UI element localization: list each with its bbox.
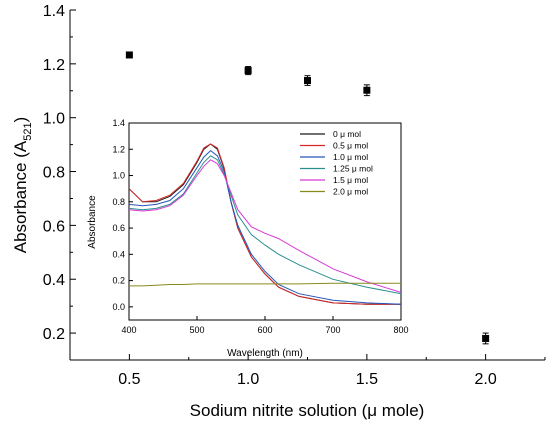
inset-x-tick-label: 700 — [325, 325, 340, 335]
inset-y-tick-label: 0.0 — [112, 302, 125, 312]
inset-x-tick-label: 600 — [257, 325, 272, 335]
inset-y-tick-label: 1.0 — [112, 171, 125, 181]
inset-x-tick-label: 800 — [393, 325, 408, 335]
inset-y-ticks: 0.0 0.2 0.4 0.6 0.8 1.0 1.2 1.4 — [112, 118, 133, 312]
legend-label: 2.0 μ mol — [333, 187, 368, 197]
main-x-axis-label: Sodium nitrite solution (μ mole) — [190, 401, 425, 420]
main-y-tick-label: 0.2 — [43, 326, 65, 343]
inset-y-tick-label: 1.4 — [112, 118, 125, 128]
inset-x-tick-label: 400 — [121, 325, 136, 335]
main-data-point — [244, 67, 252, 75]
main-x-tick-label: 0.5 — [118, 371, 140, 388]
inset-background — [128, 122, 402, 321]
main-y-tick-label: 1.0 — [43, 111, 65, 128]
inset-series-line — [128, 155, 402, 295]
main-data-point — [482, 334, 490, 342]
main-y-tick-label: 1.2 — [43, 57, 65, 74]
inset-series-line — [129, 282, 401, 287]
main-data-point — [125, 51, 133, 59]
legend-label: 1.5 μ mol — [333, 175, 368, 185]
inset-y-tick-label: 0.8 — [112, 197, 125, 207]
main-y-tick-label: 0.8 — [43, 165, 65, 182]
inset-x-ticks: 400 500 600 700 800 — [121, 316, 409, 335]
inset-chart: 0.0 0.2 0.4 0.6 0.8 1.0 1.2 1.4 400 500 600 700 800… — [87, 118, 409, 359]
inset-series-line — [128, 149, 402, 305]
main-data-points — [125, 51, 490, 345]
main-x-tick-label: 2.0 — [475, 371, 497, 388]
inset-y-tick-label: 0.6 — [112, 223, 125, 233]
main-y-tick-label: 0.6 — [43, 218, 65, 235]
main-y-axis-label: Absorbance (A521) — [11, 117, 34, 253]
legend-label: 0.5 μ mol — [333, 141, 368, 151]
legend-label: 0 μ mol — [333, 129, 361, 139]
inset-x-axis-label: Wavelength (nm) — [227, 348, 303, 359]
inset-spectra — [128, 143, 402, 305]
main-y-ticks: 0.2 0.4 0.6 0.8 1.0 1.2 1.4 — [43, 3, 76, 343]
main-data-point — [363, 86, 371, 94]
inset-y-axis-label: Absorbance — [87, 195, 98, 249]
main-data-point — [304, 77, 311, 85]
inset-x-tick-label: 500 — [189, 325, 204, 335]
main-chart: 0.2 0.4 0.6 0.8 1.0 1.2 1.4 0.5 1.0 1.5 2.0 Sodiu… — [11, 3, 546, 420]
main-y-tick-label: 1.4 — [43, 3, 65, 20]
inset-y-tick-label: 0.2 — [112, 276, 125, 286]
inset-y-tick-label: 0.4 — [112, 249, 125, 259]
inset-series-line — [128, 159, 402, 293]
inset-series-line — [128, 143, 401, 305]
main-y-tick-label: 0.4 — [43, 272, 65, 289]
legend-label: 1.25 μ mol — [333, 164, 373, 174]
main-x-tick-label: 1.0 — [237, 371, 259, 388]
main-x-ticks: 0.5 1.0 1.5 2.0 — [118, 354, 546, 388]
legend-label: 1.0 μ mol — [333, 152, 368, 162]
inset-y-tick-label: 1.2 — [112, 144, 125, 154]
main-x-tick-label: 1.5 — [356, 371, 378, 388]
